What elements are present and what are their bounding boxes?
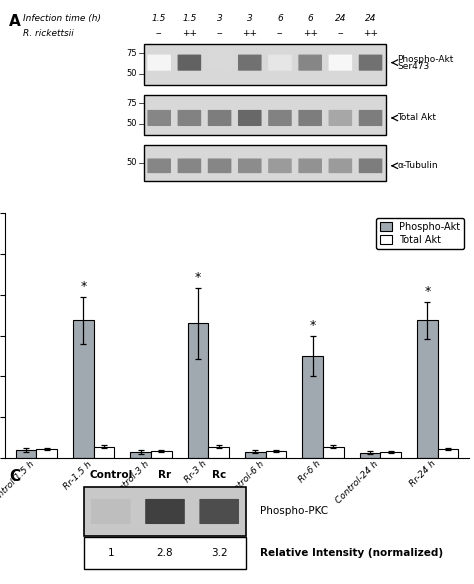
Text: ++: ++	[303, 29, 318, 38]
FancyBboxPatch shape	[268, 54, 292, 71]
FancyBboxPatch shape	[238, 54, 262, 71]
FancyBboxPatch shape	[208, 54, 231, 71]
Text: 3: 3	[247, 13, 253, 23]
Bar	[265, 451, 286, 458]
Text: 1.5: 1.5	[182, 13, 197, 23]
Text: --: --	[337, 29, 344, 38]
Bar	[144, 145, 386, 181]
FancyBboxPatch shape	[91, 499, 131, 524]
Text: ++: ++	[363, 29, 378, 38]
Bar	[36, 449, 57, 458]
Text: Infection time (h): Infection time (h)	[23, 13, 101, 23]
Bar	[360, 453, 380, 458]
FancyBboxPatch shape	[178, 110, 201, 126]
Text: Control: Control	[89, 470, 132, 481]
Legend: Phospho-Akt, Total Akt: Phospho-Akt, Total Akt	[376, 218, 465, 249]
Text: Phospho-PKC: Phospho-PKC	[260, 506, 328, 516]
FancyBboxPatch shape	[359, 110, 383, 126]
FancyBboxPatch shape	[147, 54, 171, 71]
Text: --: --	[277, 29, 283, 38]
Bar	[94, 447, 114, 458]
Text: ++: ++	[242, 29, 257, 38]
Bar	[209, 447, 229, 458]
FancyBboxPatch shape	[178, 158, 201, 173]
FancyBboxPatch shape	[298, 158, 322, 173]
FancyBboxPatch shape	[298, 110, 322, 126]
FancyBboxPatch shape	[147, 110, 171, 126]
Text: 50: 50	[127, 119, 137, 128]
Text: 75: 75	[127, 49, 137, 58]
FancyBboxPatch shape	[359, 158, 383, 173]
Text: *: *	[195, 271, 201, 284]
Text: α-Tubulin: α-Tubulin	[397, 161, 438, 171]
Bar	[144, 95, 386, 135]
Text: 24: 24	[365, 13, 376, 23]
FancyBboxPatch shape	[328, 158, 352, 173]
FancyBboxPatch shape	[268, 110, 292, 126]
Text: 2.8: 2.8	[157, 548, 173, 558]
Text: --: --	[216, 29, 223, 38]
Text: *: *	[80, 280, 86, 293]
Text: *: *	[310, 319, 316, 332]
Text: 1.5: 1.5	[152, 13, 166, 23]
Text: 1: 1	[108, 548, 114, 558]
Text: Total Akt: Total Akt	[397, 113, 436, 123]
Bar	[188, 324, 209, 458]
Text: Relative Intensity (normalized): Relative Intensity (normalized)	[260, 548, 443, 558]
Text: 3: 3	[217, 13, 222, 23]
Bar	[380, 452, 401, 458]
Bar	[84, 537, 246, 569]
FancyBboxPatch shape	[328, 54, 352, 71]
Bar	[151, 451, 172, 458]
FancyBboxPatch shape	[200, 499, 239, 524]
FancyBboxPatch shape	[359, 54, 383, 71]
FancyBboxPatch shape	[208, 158, 231, 173]
FancyBboxPatch shape	[328, 110, 352, 126]
FancyBboxPatch shape	[208, 110, 231, 126]
FancyBboxPatch shape	[147, 158, 171, 173]
Text: A: A	[9, 13, 21, 29]
Bar	[245, 452, 265, 458]
Text: 75: 75	[127, 99, 137, 108]
Text: 24: 24	[335, 13, 346, 23]
Text: Rc: Rc	[212, 470, 226, 481]
Bar	[130, 452, 151, 458]
Bar	[438, 449, 458, 458]
Text: C: C	[9, 470, 20, 484]
Text: 6: 6	[307, 13, 313, 23]
Bar	[16, 450, 36, 458]
Text: ++: ++	[182, 29, 197, 38]
FancyBboxPatch shape	[145, 499, 185, 524]
Bar	[73, 321, 94, 458]
Bar	[417, 321, 438, 458]
Bar	[144, 44, 386, 85]
Bar	[84, 487, 246, 536]
Text: 3.2: 3.2	[211, 548, 228, 558]
Bar	[323, 447, 344, 458]
Text: Phospho-Akt: Phospho-Akt	[397, 55, 454, 64]
FancyBboxPatch shape	[238, 110, 262, 126]
FancyBboxPatch shape	[298, 54, 322, 71]
Text: Ser473: Ser473	[397, 61, 429, 71]
Text: R. rickettsii: R. rickettsii	[23, 29, 74, 38]
FancyBboxPatch shape	[238, 158, 262, 173]
Text: --: --	[156, 29, 163, 38]
Text: 50: 50	[127, 69, 137, 78]
FancyBboxPatch shape	[178, 54, 201, 71]
Text: 6: 6	[277, 13, 283, 23]
Text: Rr: Rr	[158, 470, 172, 481]
Text: *: *	[424, 285, 430, 298]
FancyBboxPatch shape	[268, 158, 292, 173]
Bar	[302, 356, 323, 458]
Text: 50: 50	[127, 158, 137, 168]
